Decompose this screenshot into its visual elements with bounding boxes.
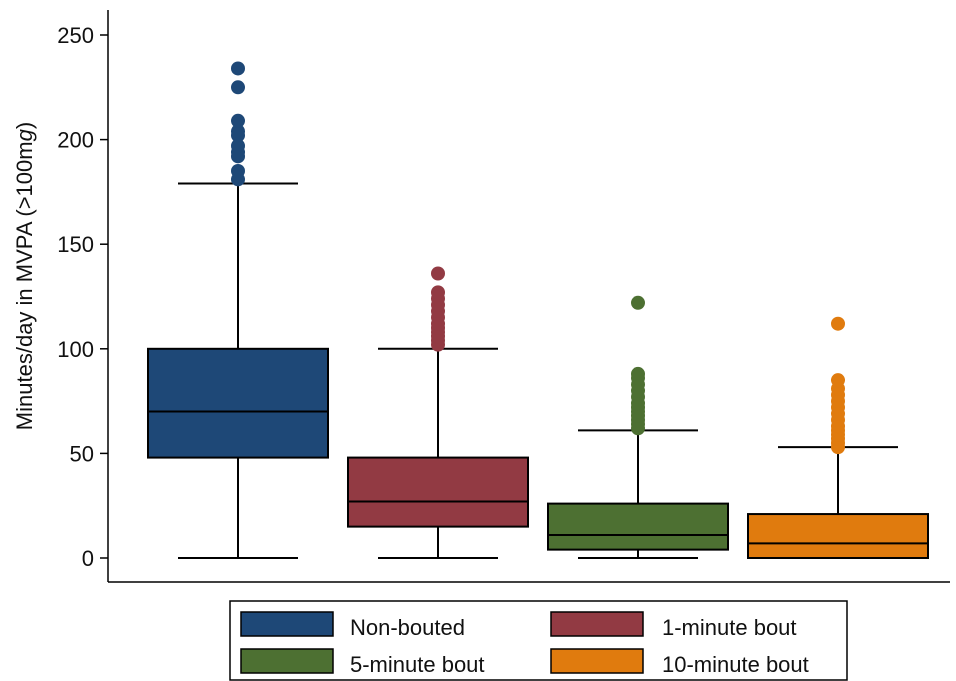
iqr-box	[147, 347, 329, 459]
y-tick-label: 50	[70, 441, 94, 466]
iqr-box	[347, 456, 529, 528]
legend-item: 10-minute bout	[550, 648, 809, 677]
box-series	[147, 61, 329, 559]
legend-swatch	[240, 648, 334, 674]
outlier-point	[831, 316, 845, 331]
iqr-box	[547, 502, 729, 551]
legend-label: 5-minute bout	[350, 652, 485, 677]
y-tick-label: 200	[57, 128, 94, 153]
legend-label: Non-bouted	[350, 615, 465, 640]
legend-label: 1-minute bout	[662, 615, 797, 640]
y-tick-label: 150	[57, 232, 94, 257]
legend-swatch	[240, 611, 334, 637]
outlier-point	[231, 80, 245, 95]
y-tick-label: 0	[82, 546, 94, 571]
iqr-box	[747, 513, 929, 559]
y-axis-ticks: 0 50 100 150 200 250	[57, 23, 108, 571]
box-series	[747, 316, 929, 559]
legend-item: 5-minute bout	[240, 648, 485, 677]
legend-items: Non-bouted 1-minute bout 5-minute bout 10-m…	[240, 611, 809, 677]
outlier-point	[631, 295, 645, 310]
box-series-group	[147, 61, 929, 559]
legend-label: 10-minute bout	[662, 652, 809, 677]
legend-item: Non-bouted	[240, 611, 465, 640]
y-axis-title-part: )	[12, 122, 37, 129]
legend: Non-bouted 1-minute bout 5-minute bout 10-m…	[229, 600, 848, 681]
y-tick-label: 250	[57, 23, 94, 48]
outlier-point	[231, 124, 245, 139]
y-axis-title: Minutes/day in MVPA (>100mg)	[12, 122, 37, 430]
outlier-point	[431, 266, 445, 281]
outlier-point	[231, 163, 245, 178]
box-series	[347, 266, 529, 559]
outlier-point	[631, 366, 645, 381]
y-axis-title-part: Minutes/day in MVPA (>100m	[12, 141, 37, 430]
outlier-point	[831, 373, 845, 388]
legend-swatch	[550, 648, 644, 674]
legend-swatch	[550, 611, 644, 637]
legend-item: 1-minute bout	[550, 611, 797, 640]
outlier-point	[231, 138, 245, 153]
plot-area: 0 50 100 150 200 250	[57, 10, 950, 583]
outlier-point	[231, 61, 245, 76]
box-series	[547, 295, 729, 559]
outlier-point	[431, 285, 445, 300]
y-tick-label: 100	[57, 337, 94, 362]
y-axis-title-part: g	[12, 128, 37, 141]
outlier-point	[231, 113, 245, 128]
